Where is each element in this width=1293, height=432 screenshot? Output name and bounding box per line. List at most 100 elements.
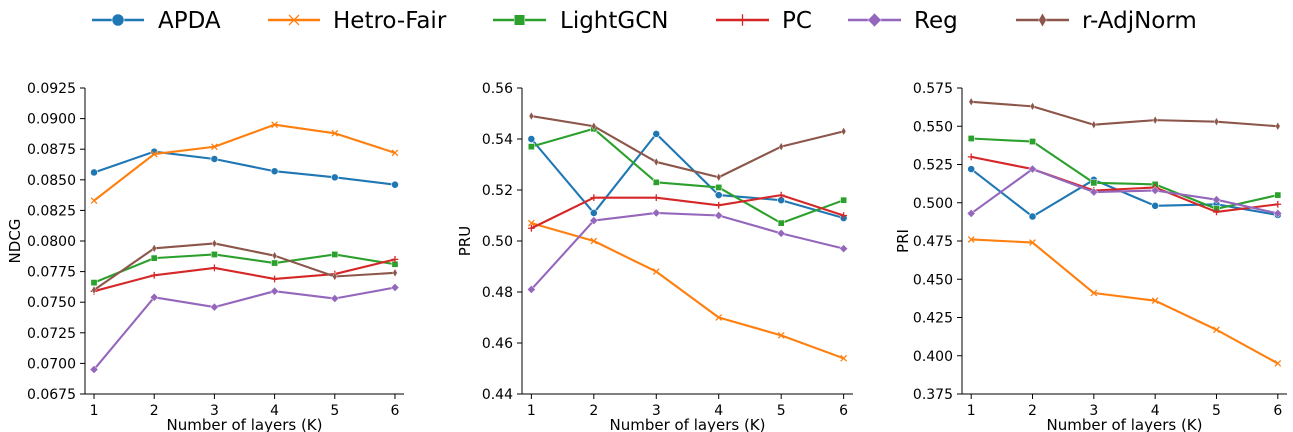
panel-pri-series-hetro-fair bbox=[967, 236, 1282, 367]
panel-pru-xtick-label: 6 bbox=[839, 403, 848, 419]
panel-pri-series-reg-point bbox=[1150, 186, 1160, 195]
panel-pru-series-pc-point bbox=[715, 201, 723, 209]
panel-ndcg-xtick-label: 6 bbox=[391, 403, 400, 419]
panel-pru-ytick-label: 0.44 bbox=[482, 387, 513, 403]
panel-ndcg-series-hetro-fair-line bbox=[93, 123, 396, 202]
panel-pru-series-reg-point bbox=[651, 208, 661, 218]
panel-ndcg-series-hetro-fair-point bbox=[391, 149, 399, 157]
panel-ndcg-series-apda-line bbox=[93, 150, 396, 186]
panel-ndcg-ytick-label: 0.0875 bbox=[27, 142, 76, 158]
panel-ndcg-series-r-adjnorm-point bbox=[392, 268, 398, 278]
panel-pru-series-lightgcn-point bbox=[652, 178, 660, 186]
panel-ndcg-series-reg bbox=[89, 283, 400, 374]
panel-pri-ytick-label: 0.500 bbox=[913, 196, 953, 212]
panel-ndcg-series-pc-point bbox=[271, 275, 278, 283]
panel-ndcg-series-r-adjnorm-point bbox=[272, 251, 278, 261]
panel-ndcg-ytick-label: 0.0825 bbox=[27, 203, 76, 219]
panel-ndcg-ytick-label: 0.0675 bbox=[27, 387, 76, 403]
panel-ndcg-ytick-label: 0.0925 bbox=[27, 81, 76, 97]
legend-entry-apda-label: APDA bbox=[158, 8, 221, 34]
panel-ndcg-series-pc-point bbox=[391, 255, 399, 263]
panel-pru-series-r-adjnorm bbox=[528, 111, 847, 182]
panel-ndcg-series-hetro-fair bbox=[90, 121, 399, 204]
panel-pru-ytick-label: 0.56 bbox=[482, 81, 513, 97]
panel-pru: 0.44 0.46 0.48 0.50 0.52 0.54 0.56 1 2 3 4 5 6 Number… bbox=[456, 81, 853, 432]
panel-pru-series-r-adjnorm-point bbox=[528, 111, 534, 121]
panel-pru-series-hetro-fair-point bbox=[527, 219, 535, 227]
panel-pru-series-r-adjnorm-point bbox=[591, 121, 597, 131]
panel-pru-series-reg-point bbox=[776, 228, 786, 238]
panel-pri-series-pc-point bbox=[967, 153, 975, 161]
panel-pru-xtick-label: 5 bbox=[777, 403, 786, 419]
panel-pri-series-hetro-fair-point bbox=[1151, 297, 1159, 305]
panel-pri-ytick-label: 0.475 bbox=[913, 234, 953, 250]
panel-pru-series-r-adjnorm-point bbox=[841, 126, 847, 136]
panel-pru-series-apda-point bbox=[527, 135, 536, 143]
panel-ndcg-y-label: NDCG bbox=[6, 219, 24, 264]
panel-ndcg-series-hetro-fair-point bbox=[90, 197, 98, 204]
panel-pru-series-pc-point bbox=[590, 194, 598, 202]
panel-pri-x-label: Number of layers (K) bbox=[1046, 416, 1202, 432]
panel-pru-series-reg-point bbox=[589, 216, 599, 225]
panel-ndcg-xtick-label: 2 bbox=[150, 403, 159, 419]
panel-ndcg-series-reg-line bbox=[93, 286, 396, 371]
panel-ndcg-series-lightgcn bbox=[90, 251, 399, 286]
panel-pri-series-lightgcn-point bbox=[1274, 191, 1282, 199]
legend-entry-hetro-fair-label: Hetro-Fair bbox=[333, 8, 447, 34]
panel-ndcg-series-reg-point bbox=[149, 292, 159, 302]
panel-pri-series-hetro-fair-point bbox=[967, 236, 975, 243]
panel-ndcg-series-pc-line bbox=[93, 258, 396, 293]
legend-entry-hetro-fair-marker bbox=[288, 14, 300, 26]
panel-pri-ytick-label: 0.550 bbox=[913, 119, 953, 135]
panel-ndcg: 0.0675 0.0700 0.0725 0.0750 0.0775 0.0800 0.08… bbox=[6, 81, 404, 432]
legend-entry-reg-label: Reg bbox=[914, 8, 958, 34]
panel-ndcg-ytick-label: 0.0850 bbox=[27, 173, 76, 189]
panel-pru-series-apda-line bbox=[530, 132, 844, 220]
panel-pri-series-hetro-fair-point bbox=[1274, 360, 1282, 367]
legend-entry-r-adjnorm: r-AdjNorm bbox=[1016, 8, 1197, 34]
legend-entry-apda-marker bbox=[111, 13, 125, 27]
panel-pri-y-label: PRI bbox=[894, 229, 912, 253]
panel-pru-series-hetro-fair-point bbox=[840, 354, 848, 362]
panel-pru-series-r-adjnorm-line bbox=[531, 115, 844, 179]
panel-ndcg-ytick-label: 0.0725 bbox=[27, 326, 76, 342]
panel-ndcg-xtick-label: 3 bbox=[210, 403, 219, 419]
panel-pri-ytick-label: 0.575 bbox=[913, 81, 953, 97]
panel-pru-series-apda-point bbox=[652, 130, 661, 138]
panel-pri-series-reg-line bbox=[970, 168, 1279, 215]
panel-pru-ytick-label: 0.52 bbox=[482, 183, 513, 199]
panel-pru-series-apda bbox=[527, 130, 848, 222]
legend-entry-apda: APDA bbox=[92, 8, 221, 34]
legend-entry-pc-marker bbox=[736, 14, 749, 26]
panel-pru-series-lightgcn bbox=[527, 125, 848, 227]
panel-pri-series-hetro-fair-point bbox=[1090, 289, 1098, 297]
panel-pri-ytick-label: 0.450 bbox=[913, 272, 953, 288]
panel-pri-series-r-adjnorm-point bbox=[968, 97, 974, 107]
panel-ndcg-series-lightgcn-point bbox=[271, 259, 278, 267]
panel-pru-series-pc-point bbox=[840, 212, 848, 219]
panel-ndcg-series-hetro-fair-point bbox=[271, 121, 278, 129]
panel-pru-series-reg bbox=[526, 208, 849, 294]
panel-pru-series-hetro-fair bbox=[527, 219, 848, 362]
panel-pru-series-lightgcn-point bbox=[527, 143, 535, 151]
panel-pru-series-pc-line bbox=[530, 194, 844, 230]
panel-pri-series-reg-point bbox=[1273, 209, 1283, 218]
panel-pri-ytick-label: 0.375 bbox=[913, 387, 953, 403]
panel-ndcg-series-reg-point bbox=[89, 365, 99, 374]
panel-pru-series-hetro-fair-line bbox=[531, 222, 844, 360]
panel-pri-series-r-adjnorm-point bbox=[1029, 101, 1036, 111]
panel-pri-series-hetro-fair-point bbox=[1213, 326, 1220, 334]
panel-pru-series-lightgcn-line bbox=[531, 127, 844, 225]
panel-ndcg-series-apda-point bbox=[270, 167, 279, 176]
panel-pri-series-apda-point bbox=[1028, 212, 1037, 221]
panel-pri-ytick-label: 0.525 bbox=[913, 158, 953, 174]
panel-ndcg-series-lightgcn-line bbox=[93, 253, 396, 284]
panel-ndcg-series-r-adjnorm-point bbox=[151, 243, 157, 253]
legend-entry-lightgcn-label: LightGCN bbox=[560, 8, 669, 34]
panel-pru-series-pc-point bbox=[527, 224, 535, 232]
legend-entry-pc: PC bbox=[716, 8, 812, 34]
panel-ndcg-ytick-label: 0.0800 bbox=[27, 234, 76, 250]
panel-pru-series-r-adjnorm-point bbox=[653, 157, 659, 167]
panel-ndcg-series-hetro-fair-point bbox=[150, 150, 158, 158]
panel-pru-series-lightgcn-point bbox=[840, 196, 848, 204]
